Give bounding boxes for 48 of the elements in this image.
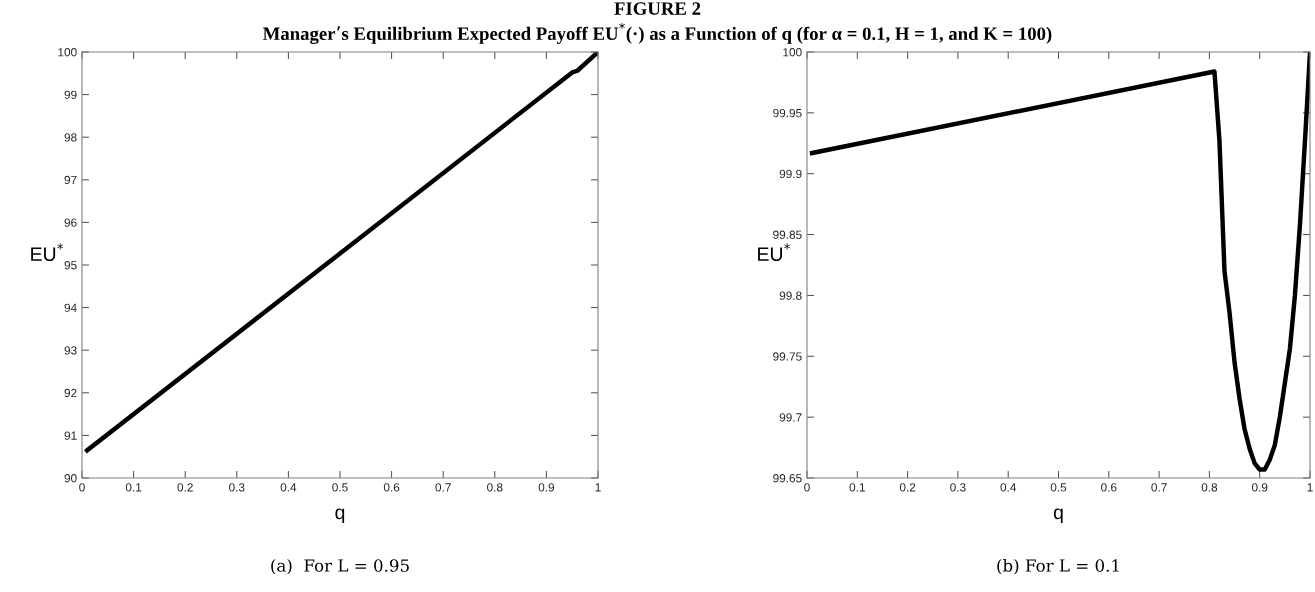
x-tick-label: 1 [1307, 483, 1313, 492]
x-tick-label: 0.5 [1050, 483, 1067, 492]
y-axis-title: EU$^{*}$ [758, 243, 791, 262]
y-tick-label: 100 [783, 48, 802, 57]
y-tick-label: 94 [64, 303, 77, 312]
y-tick-label: 91 [64, 431, 77, 440]
x-tick-label: 0.7 [435, 483, 451, 492]
x-tick-label: 0 [804, 483, 810, 492]
y-tick-label: 92 [64, 388, 77, 398]
x-tick-label: 0.6 [1101, 483, 1117, 492]
x-tick-label: 0.9 [1251, 483, 1268, 492]
x-axis-title: q [1053, 508, 1063, 524]
y-tick-label: 99.85 [773, 230, 802, 239]
x-tick-label: 0 [79, 483, 85, 492]
y-axis-title: EU$^{*}$ [31, 243, 64, 262]
x-tick-label: 0.1 [125, 483, 142, 492]
text: (b) For L = 0.1 [997, 558, 1119, 575]
x-tick-label: 0.2 [177, 483, 193, 492]
y-tick-label: 98 [64, 133, 77, 142]
x-tick-label: 0.1 [849, 483, 865, 492]
x-tick-label: 0.3 [229, 483, 245, 492]
y-tick-label: 95 [64, 261, 77, 270]
y-tick-label: 100 [58, 48, 77, 57]
x-tick-label: 0.7 [1151, 483, 1167, 492]
y-tick-label: 90 [64, 474, 77, 483]
x-tick-label: 0.4 [1000, 483, 1017, 492]
y-tick-label: 99.75 [773, 352, 802, 361]
x-tick-label: 0.3 [950, 483, 966, 492]
x-tick-label: 1 [595, 483, 601, 492]
y-tick-label: 96 [64, 218, 77, 227]
x-tick-label: 0.8 [487, 483, 503, 492]
y-tick-label: 99.95 [773, 108, 802, 118]
x-axis-title: q [335, 508, 345, 524]
y-tick-label: 99.65 [773, 474, 802, 483]
x-tick-label: 0.2 [899, 483, 916, 492]
x-tick-label: 0.9 [538, 483, 555, 492]
y-tick-label: 99.7 [779, 413, 802, 422]
y-tick-label: 99.9 [779, 169, 802, 179]
y-tick-label: 93 [64, 346, 77, 355]
y-tick-label: 99.8 [779, 291, 802, 300]
y-tick-label: 97 [64, 175, 77, 185]
y-tick-label: 99 [64, 90, 77, 99]
x-tick-label: 0.4 [280, 483, 297, 492]
x-tick-label: 0.5 [332, 483, 348, 492]
text: FIGURE 2 Manager’s Equilibrium Expected Payoff EU$^{*}$(·) as a Function of q (for α = 0.1, H = 1, and K = 100) [262, 2, 1052, 45]
x-tick-label: 0.8 [1201, 483, 1218, 492]
x-tick-label: 0.6 [383, 483, 400, 492]
text: (a) For L = 0.95 [271, 558, 409, 575]
